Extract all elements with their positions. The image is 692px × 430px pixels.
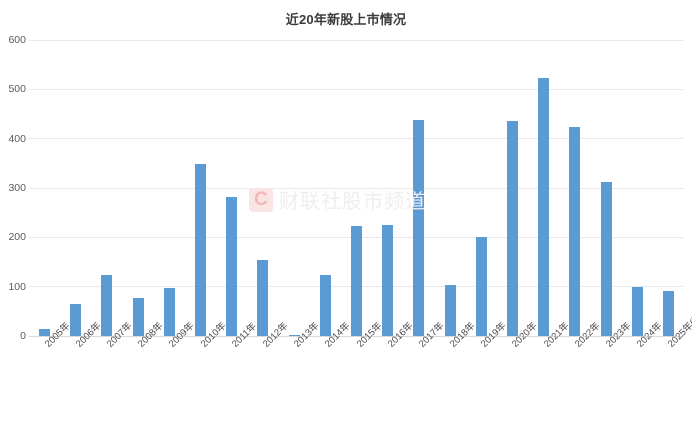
- plot-area: [29, 39, 684, 337]
- gridline: [29, 88, 684, 90]
- y-tick-label: 0: [20, 330, 26, 342]
- y-tick-label: 100: [8, 280, 26, 293]
- gridline: [29, 39, 684, 41]
- bar[interactable]: [600, 182, 612, 336]
- gridline: [29, 335, 684, 337]
- bar[interactable]: [226, 196, 238, 336]
- x-axis: 2005年 2006年 2007年 2008年 2009年 2010年 2011年 2012年…: [29, 290, 692, 430]
- bar[interactable]: [163, 288, 175, 336]
- bar[interactable]: [506, 120, 518, 336]
- bar[interactable]: [39, 328, 51, 336]
- bar[interactable]: [413, 120, 425, 336]
- y-tick-label: 300: [8, 182, 26, 194]
- y-tick-label: 200: [8, 231, 26, 244]
- gridline: [29, 187, 684, 189]
- bar[interactable]: [132, 298, 144, 336]
- bar[interactable]: [319, 275, 331, 336]
- bar[interactable]: [101, 274, 113, 336]
- bar[interactable]: [382, 225, 394, 336]
- bar[interactable]: [475, 236, 487, 336]
- bar[interactable]: [351, 226, 362, 336]
- bar[interactable]: [538, 78, 550, 336]
- gridline: [29, 138, 684, 140]
- bar[interactable]: [195, 163, 207, 336]
- bar[interactable]: [569, 126, 581, 336]
- bar[interactable]: [257, 259, 269, 336]
- bar[interactable]: [444, 285, 456, 336]
- bar[interactable]: [70, 303, 82, 336]
- bar[interactable]: [288, 335, 300, 336]
- bar[interactable]: [631, 286, 643, 336]
- y-tick-label: 400: [8, 132, 26, 145]
- y-tick-label: 600: [8, 34, 26, 46]
- chart-title: 近20年新股上市情况: [285, 12, 407, 27]
- bar[interactable]: [662, 290, 674, 336]
- y-axis: 0 100 200 300 400 500 600: [0, 35, 26, 342]
- y-tick-label: 500: [8, 83, 26, 96]
